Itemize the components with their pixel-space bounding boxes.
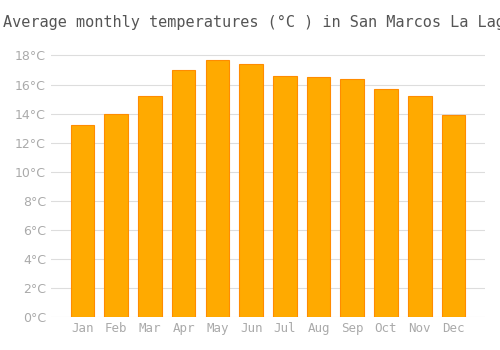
Bar [138,96,162,317]
Bar [70,125,94,317]
Bar [442,115,466,317]
Bar [374,89,398,317]
Bar [104,114,128,317]
Bar [408,96,432,317]
Bar [206,60,229,317]
Bar [340,79,364,317]
Bar [172,70,196,317]
Bar [273,76,296,317]
Title: Average monthly temperatures (°C ) in San Marcos La Laguna: Average monthly temperatures (°C ) in Sa… [4,15,500,30]
Bar [306,77,330,317]
Bar [240,64,263,317]
